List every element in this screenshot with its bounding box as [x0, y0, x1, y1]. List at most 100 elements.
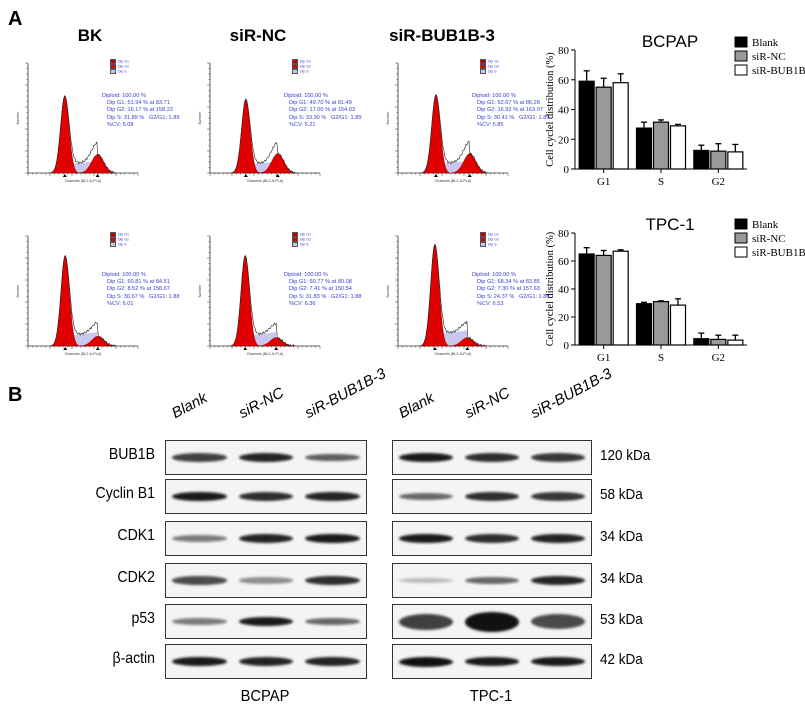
- band: [465, 611, 519, 632]
- band: [238, 616, 294, 627]
- band: [305, 575, 360, 586]
- blot-strip-bcpap: [165, 604, 367, 639]
- stat-g1: Dip G1: 68.34 % at 83.85: [477, 279, 540, 286]
- y-axis-label: Number: [16, 111, 20, 125]
- y-tick-label: 80: [558, 45, 570, 57]
- histogram-legend: Dip G1 Dip G2 Dip S: [480, 232, 499, 247]
- g1-peak: [51, 255, 79, 347]
- legend-label: Dip S: [300, 69, 309, 74]
- blot-strip-tpc1: [392, 440, 592, 475]
- blot-strip-tpc1: [392, 644, 592, 679]
- blot-strip-bcpap: [165, 563, 367, 598]
- band: [172, 618, 227, 625]
- panel-b-label: B: [8, 384, 23, 406]
- blot-strip-bcpap: [165, 644, 367, 679]
- band: [238, 491, 294, 502]
- band: [465, 576, 519, 585]
- panel-a-label: A: [8, 8, 23, 30]
- band: [172, 656, 227, 667]
- chart-svg: 0 20 40 60 80 G1 S G2 TPC-1 Cell cyclel distribut…: [545, 215, 805, 364]
- y-tick-label: 80: [558, 228, 570, 240]
- stat-g1: Dip G1: 52.67 % at 86.28: [477, 100, 540, 107]
- y-tick-label: 0: [564, 164, 570, 176]
- legend-swatch: [110, 64, 116, 69]
- y-axis-label: Number: [198, 111, 202, 125]
- bar-sir-bub1b: [669, 125, 687, 170]
- stat-g2: Dip G2: 16.92 % at 163.07: [477, 107, 543, 114]
- band: [531, 575, 585, 586]
- band: [305, 617, 360, 626]
- histogram-stats: Diploid: 100.00 % Dip G1: 60.77 % at 80.0…: [284, 272, 361, 308]
- flow-panel: Channels (BL2-A-PI-A) Number Dip G1 Dip G2 D…: [14, 228, 204, 358]
- g1-peak: [232, 98, 260, 174]
- protein-label-0: BUB1B: [108, 446, 155, 463]
- x-axis-label: Channels (BL2-A-PI-A): [435, 352, 472, 356]
- stat-cv: %CV: 5.21: [289, 121, 316, 128]
- g1-peak: [421, 243, 449, 347]
- histogram-legend: Dip G1 Dip G2 Dip S: [110, 232, 129, 247]
- g1-marker-icon: [63, 347, 68, 350]
- legend-label: Dip G1: [488, 59, 499, 64]
- band: [399, 452, 453, 463]
- stat-g1: Dip G1: 60.77 % at 80.08: [289, 279, 352, 286]
- legend-entry: Dip G2: [110, 64, 129, 69]
- legend-swatch: [734, 246, 748, 258]
- x-tick-label: G1: [597, 352, 610, 364]
- histogram-outline: [48, 95, 115, 174]
- molecular-weight-label: 34 kDa: [600, 528, 643, 545]
- y-tick-label: 40: [558, 284, 570, 296]
- histogram-outline: [49, 254, 116, 347]
- legend-entry: Dip G2: [480, 64, 499, 69]
- legend-label: Dip S: [118, 242, 127, 247]
- histogram-outline: [229, 98, 296, 174]
- histogram-plot: Channels (BL2-A-PI-A) Number: [16, 62, 139, 183]
- stat-g2: Dip G2: 7.41 % at 150.54: [289, 286, 352, 293]
- bar-blank: [693, 149, 710, 170]
- bar-sir-bub1b: [727, 339, 744, 346]
- legend-swatch: [480, 64, 486, 69]
- column-title-sir-bub1b-3: siR-BUB1B-3: [389, 26, 495, 45]
- bar-sir-nc: [710, 338, 727, 346]
- stat-diploid: Diploid: 100.00 %: [102, 272, 146, 278]
- legend-label: Dip S: [488, 69, 497, 74]
- histogram-stats: Diploid: 100.00 % Dip G1: 51.94 % at 83.7…: [102, 93, 179, 129]
- y-axis-label: Number: [386, 284, 390, 298]
- stat-diploid: Diploid: 100.00 %: [472, 272, 516, 278]
- stat-diploid: Diploid: 100.00 %: [472, 93, 516, 99]
- legend-entry: Dip S: [292, 69, 311, 74]
- blot-strip-tpc1: [392, 479, 592, 514]
- g1-peak: [51, 95, 79, 174]
- legend-swatch: [734, 218, 748, 230]
- histogram-plot: Channels (BL2-A-PI-A) Number: [386, 62, 509, 183]
- legend-entry: Dip S: [110, 69, 129, 74]
- stat-g1: Dip G1: 60.81 % at 84.51: [107, 279, 170, 286]
- histogram-legend: Dip G1 Dip G2 Dip S: [292, 232, 311, 247]
- stat-s: Dip S: 31.89 % G2/G1: 1.89: [107, 114, 180, 121]
- band: [172, 576, 227, 585]
- legend-label: Blank: [752, 37, 779, 49]
- legend-swatch: [110, 237, 116, 242]
- legend-swatch: [734, 36, 748, 48]
- legend-swatch: [480, 59, 486, 64]
- legend-entry: Dip G2: [480, 237, 499, 242]
- band: [305, 656, 360, 667]
- legend-label: Dip G2: [118, 237, 129, 242]
- legend-label: Dip G1: [118, 59, 129, 64]
- g1-peak: [422, 94, 450, 174]
- legend-label: Dip S: [118, 69, 127, 74]
- y-axis-label: Number: [386, 111, 390, 125]
- g1-peak: [231, 255, 260, 347]
- blot-strip-tpc1: [392, 521, 592, 556]
- x-tick-label: S: [658, 176, 664, 188]
- legend-swatch: [292, 242, 298, 247]
- x-axis-label: Channels (BL2-A-PI-A): [247, 352, 284, 356]
- legend-entry: Dip S: [292, 242, 311, 247]
- y-tick-label: 40: [558, 105, 570, 117]
- legend-entry: Dip S: [480, 69, 499, 74]
- legend-swatch: [292, 59, 298, 64]
- legend-label: Dip G1: [300, 59, 311, 64]
- band: [465, 452, 519, 463]
- protein-label-1: Cyclin B1: [95, 485, 155, 502]
- column-title-sir-nc: siR-NC: [229, 26, 287, 45]
